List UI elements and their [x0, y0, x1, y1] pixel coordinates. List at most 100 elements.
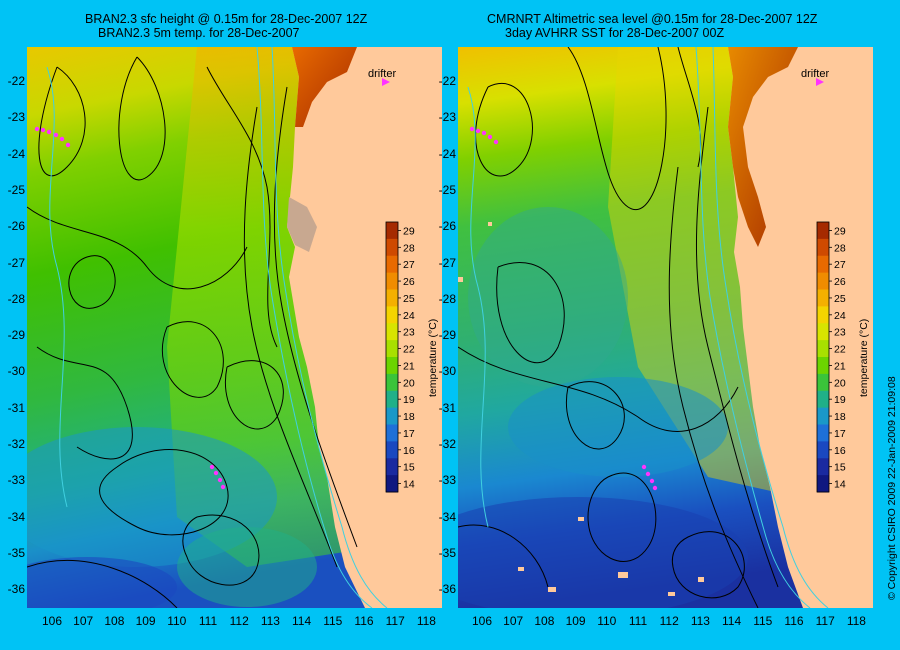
lon-tick-right-2: 108 [534, 614, 555, 628]
colorbar-swatch-right-1 [817, 238, 829, 257]
colorbar-tick-left-2: 27 [403, 259, 415, 271]
colorbar-swatch-right-14 [817, 458, 829, 476]
lon-tick-right-6: 112 [659, 614, 679, 628]
colorbar-swatch-left-4 [386, 289, 398, 307]
colorbar-swatch-left-9 [386, 373, 398, 392]
lat-tick-right-14: -36 [438, 582, 456, 597]
isobaths-right [467, 47, 829, 608]
lat-tick-left-1: -23 [7, 110, 25, 125]
colorbar-tick-left-1: 28 [403, 242, 415, 254]
colorbar-tick-right-6: 23 [834, 327, 846, 339]
colorbar-swatch-left-1 [386, 238, 398, 257]
lon-tick-right-5: 111 [628, 614, 648, 628]
lon-tick-right-7: 113 [690, 614, 710, 628]
colorbar-label-left: temperature (°C) [427, 319, 439, 397]
lat-tick-right-12: -34 [438, 509, 456, 524]
colorbar-swatch-right-13 [817, 441, 829, 459]
colorbar-swatch-right-4 [817, 289, 829, 307]
lat-tick-right-0: -22 [438, 74, 456, 88]
lat-tick-left-11: -33 [7, 473, 25, 488]
colorbar-tick-left-15: 14 [403, 479, 415, 491]
colorbar-swatch-right-10 [817, 390, 829, 409]
right-title-line1: CMRNRT Altimetric sea level @0.15m for 2… [487, 12, 818, 26]
colorbar-swatch-left-15 [386, 475, 398, 493]
lat-tick-left-14: -36 [7, 582, 25, 597]
lat-tick-left-10: -32 [7, 437, 25, 451]
colorbar-swatch-left-10 [386, 390, 398, 409]
lon-tick-right-1: 107 [503, 614, 524, 628]
lon-tick-left-2: 108 [104, 614, 125, 628]
colorbar-tick-right-12: 17 [834, 428, 846, 440]
sea-level-contours-left [27, 56, 358, 608]
lon-tick-right-3: 109 [565, 614, 586, 628]
colorbar-tick-right-0: 29 [834, 225, 846, 237]
colorbar-tick-left-12: 17 [403, 428, 415, 440]
lon-tick-right-11: 117 [815, 614, 835, 628]
lon-tick-right-8: 114 [722, 614, 742, 628]
lon-tick-left-10: 116 [354, 614, 374, 628]
colorbar-label-right: temperature (°C) [858, 319, 870, 397]
lat-tick-right-9: -31 [438, 400, 456, 415]
colorbar-tick-left-7: 22 [403, 344, 415, 356]
lon-tick-left-0: 106 [41, 614, 63, 628]
lon-tick-right-10: 116 [784, 614, 804, 628]
copyright-notice: © Copyright CSIRO 2009 22-Jan-2009 21:09… [886, 376, 898, 600]
drifter-track-left [34, 126, 226, 490]
colorbar-swatch-left-14 [386, 458, 398, 476]
right-map-panel [458, 47, 873, 608]
lat-tick-left-8: -30 [7, 364, 25, 379]
colorbar-tick-left-4: 25 [403, 293, 415, 305]
drifter-track-right [469, 126, 658, 491]
colorbar-swatch-right-12 [817, 424, 829, 442]
isobaths-left [46, 47, 388, 608]
lat-tick-left-7: -29 [7, 328, 25, 343]
lat-tick-left-2: -24 [7, 146, 25, 161]
colorbar-swatch-left-13 [386, 441, 398, 459]
colorbar-tick-right-10: 19 [834, 394, 846, 406]
colorbar-swatch-right-0 [817, 222, 829, 240]
colorbar-swatch-left-11 [386, 407, 398, 425]
colorbar-tick-right-4: 25 [834, 293, 846, 305]
lon-tick-left-5: 111 [198, 614, 218, 628]
colorbar-swatch-left-7 [386, 340, 398, 358]
colorbar-tick-right-2: 27 [834, 259, 846, 271]
colorbar-swatch-right-6 [817, 323, 829, 341]
lat-tick-right-8: -30 [438, 364, 456, 379]
colorbar-tick-right-14: 15 [834, 462, 846, 474]
left-title-line1: BRAN2.3 sfc height @ 0.15m for 28-Dec-20… [85, 12, 368, 26]
lon-tick-left-12: 118 [416, 614, 436, 628]
lon-tick-right-12: 118 [846, 614, 866, 628]
lon-tick-left-8: 114 [292, 614, 312, 628]
colorbar-swatch-right-15 [817, 475, 829, 493]
drifter-legend-marker-left [382, 78, 390, 86]
lon-tick-right-9: 115 [753, 614, 773, 628]
cloud-mask-right [458, 222, 704, 596]
lat-tick-left-12: -34 [7, 509, 25, 524]
lat-tick-right-5: -27 [438, 255, 456, 270]
lat-tick-left-5: -27 [7, 255, 25, 270]
colorbar-swatch-right-8 [817, 357, 829, 375]
lat-tick-left-3: -25 [7, 182, 25, 197]
colorbar-tick-right-15: 14 [834, 479, 846, 491]
drifter-label-left: drifter [368, 68, 397, 80]
lat-tick-right-7: -29 [438, 328, 456, 343]
lat-tick-right-10: -32 [438, 437, 456, 451]
lat-tick-left-13: -35 [7, 545, 25, 560]
colorbar-tick-right-8: 21 [834, 360, 846, 372]
lat-tick-right-1: -23 [438, 110, 456, 125]
colorbar-tick-left-13: 16 [403, 445, 415, 457]
colorbar-swatch-right-2 [817, 255, 829, 274]
drifter-label-right: drifter [801, 68, 830, 80]
colorbar-tick-right-13: 16 [834, 445, 846, 457]
lon-tick-left-7: 113 [260, 614, 280, 628]
lat-tick-left-9: -31 [7, 400, 25, 415]
lat-tick-right-6: -28 [438, 291, 456, 306]
drifter-legend-marker-right [816, 78, 824, 86]
lon-tick-right-4: 110 [597, 614, 617, 628]
colorbar-swatch-right-3 [817, 272, 829, 290]
colorbar-swatch-left-2 [386, 255, 398, 274]
colorbar-swatch-left-5 [386, 306, 398, 324]
colorbar-tick-left-6: 23 [403, 327, 415, 339]
lon-tick-left-1: 107 [73, 614, 94, 628]
colorbar-tick-right-7: 22 [834, 344, 846, 356]
